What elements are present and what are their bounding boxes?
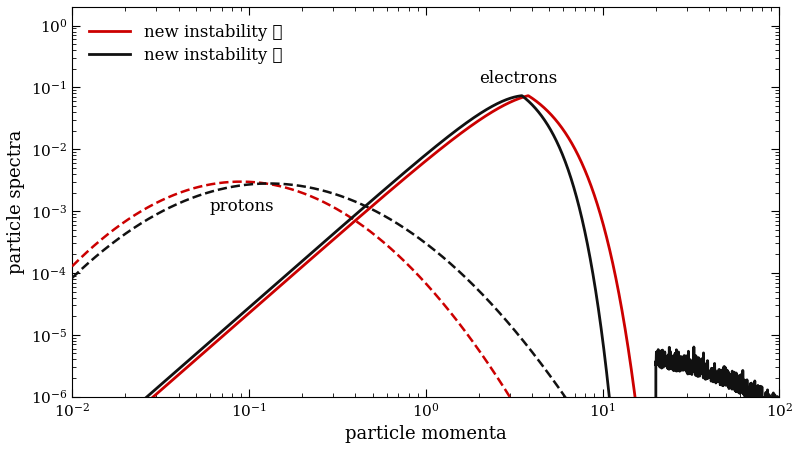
Y-axis label: particle spectra: particle spectra [7,130,25,274]
Legend: new instability ✓, new instability ✗: new instability ✓, new instability ✗ [81,15,290,72]
Text: electrons: electrons [479,70,558,86]
Text: protons: protons [210,198,274,215]
X-axis label: particle momenta: particle momenta [345,425,506,443]
